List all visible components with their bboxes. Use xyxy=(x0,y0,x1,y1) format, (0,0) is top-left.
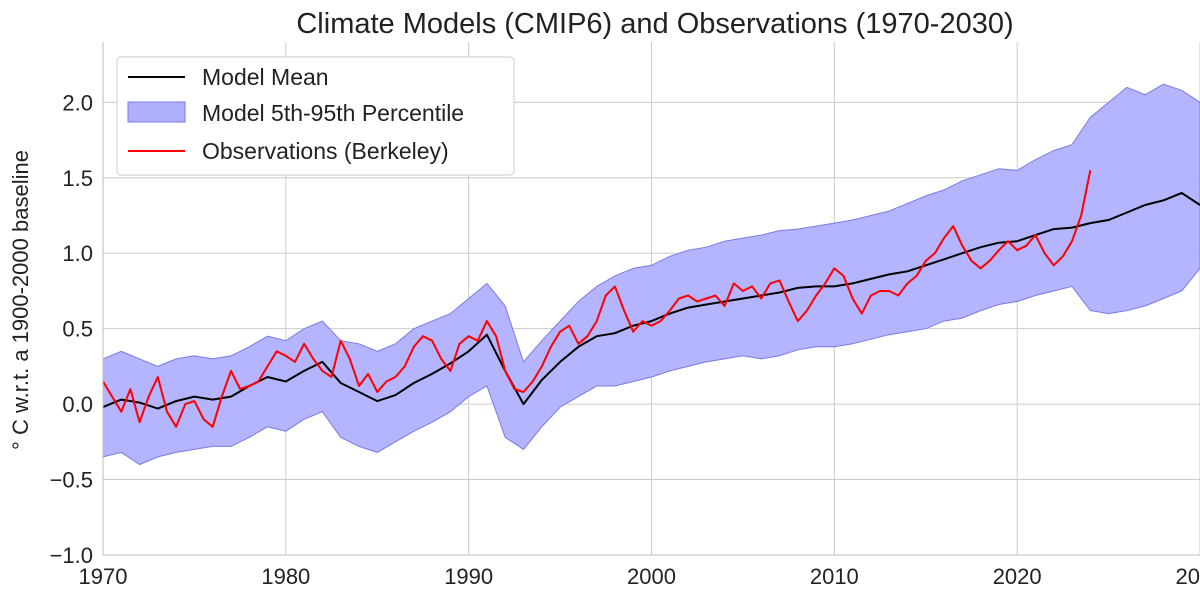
x-tick-label: 2030 xyxy=(1176,564,1200,589)
x-tick-label: 1990 xyxy=(444,564,493,589)
x-tick-label: 1970 xyxy=(79,564,128,589)
y-tick-label: 1.5 xyxy=(62,166,93,191)
legend-label-observations: Observations (Berkeley) xyxy=(202,138,449,164)
legend: Model Mean Model 5th-95th Percentile Obs… xyxy=(116,56,515,176)
observations-line xyxy=(102,170,1092,428)
line-layer xyxy=(102,170,1200,428)
band-layer xyxy=(102,83,1200,466)
y-tick-label: 0.0 xyxy=(62,392,93,417)
y-tick-label: 0.5 xyxy=(62,317,93,342)
legend-frame xyxy=(116,56,515,176)
legend-swatch-percentile xyxy=(127,101,186,123)
x-tick-label: 2010 xyxy=(810,564,859,589)
y-tick-label: −1.0 xyxy=(50,543,93,568)
x-tick-label: 1980 xyxy=(261,564,310,589)
legend-label-model-mean: Model Mean xyxy=(202,64,329,90)
y-tick-label: 1.0 xyxy=(62,241,93,266)
x-tick-label: 2020 xyxy=(993,564,1042,589)
legend-label-percentile: Model 5th-95th Percentile xyxy=(202,100,464,126)
axis-layer xyxy=(102,42,1200,556)
model-mean-line xyxy=(102,191,1200,410)
y-tick-label: 2.0 xyxy=(62,90,93,115)
percentile-band xyxy=(102,83,1200,466)
y-axis-label: ° C w.r.t. a 1900-2000 baseline xyxy=(8,150,33,450)
chart-title: Climate Models (CMIP6) and Observations … xyxy=(296,8,1013,40)
tick-layer: 1970 1980 1990 2000 2010 2020 2030 −1.0 −0.5 0.0 0… xyxy=(50,90,1200,589)
y-tick-label: −0.5 xyxy=(50,468,93,493)
x-tick-label: 2000 xyxy=(627,564,676,589)
